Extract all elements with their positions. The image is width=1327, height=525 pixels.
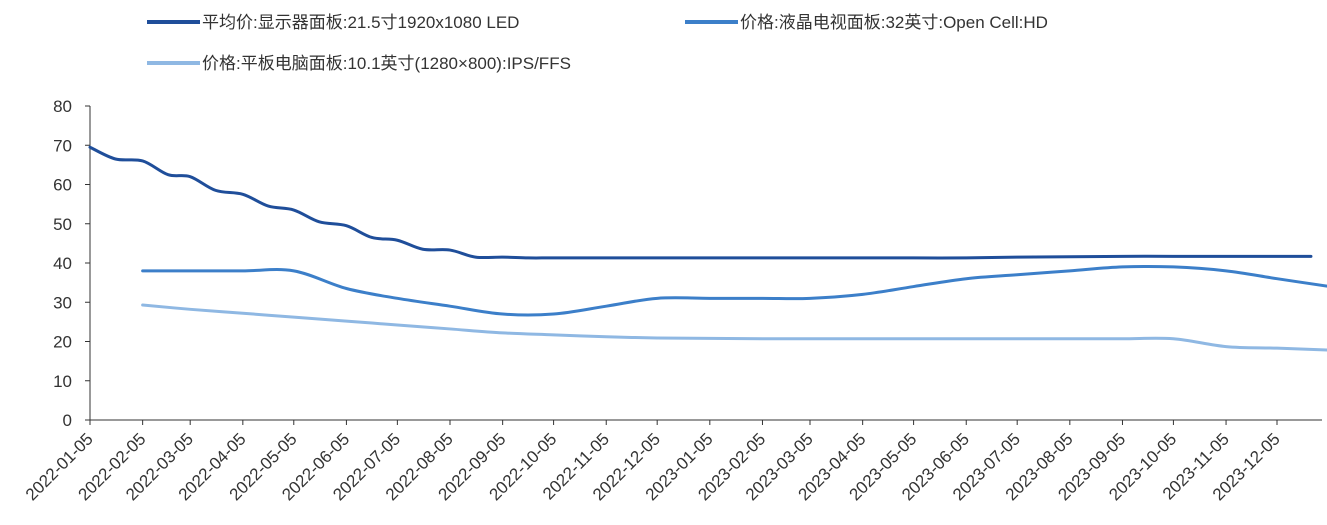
legend: 平均价:显示器面板:21.5寸1920x1080 LED 价格:液晶电视面板:32… <box>147 13 1048 73</box>
legend-label-3: 价格:平板电脑面板:10.1英寸(1280×800):IPS/FFS <box>202 54 571 73</box>
y-tick-label: 70 <box>53 136 72 155</box>
y-tick-label: 80 <box>53 97 72 116</box>
y-tick-label: 10 <box>53 372 72 391</box>
y-tick-label: 60 <box>53 176 72 195</box>
y-tick-label: 0 <box>63 411 72 430</box>
series-line-1 <box>88 145 1313 260</box>
series-line-2 <box>141 264 1327 317</box>
axes: 010203040506070802022-01-052022-02-05202… <box>22 97 1322 504</box>
series-line-3 <box>141 303 1327 352</box>
y-tick-label: 50 <box>53 215 72 234</box>
legend-label-2: 价格:液晶电视面板:32英寸:Open Cell:HD <box>740 13 1048 32</box>
y-tick-label: 30 <box>53 293 72 312</box>
legend-label-1: 平均价:显示器面板:21.5寸1920x1080 LED <box>202 13 519 32</box>
series-group <box>88 145 1327 352</box>
y-tick-label: 20 <box>53 333 72 352</box>
y-tick-label: 40 <box>53 254 72 273</box>
